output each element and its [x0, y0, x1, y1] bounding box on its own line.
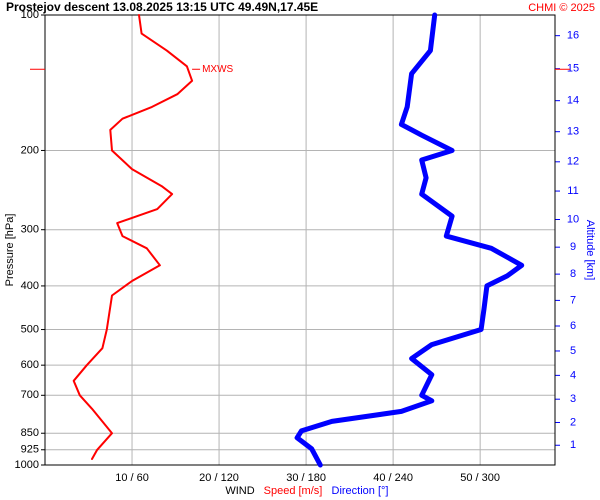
y-tick-label: 925 — [21, 444, 39, 456]
y-tick-label: 100 — [21, 9, 39, 21]
y2-tick-label: 16 — [567, 30, 579, 42]
legend-entry: Speed [m/s] — [264, 485, 323, 497]
data-line — [72, 14, 194, 460]
y2-tick-label: 4 — [570, 369, 576, 381]
y2-axis-label: Altitude [km] — [584, 220, 596, 281]
x-tick-label: 20 / 120 — [199, 472, 239, 484]
credit: CHMI © 2025 — [528, 2, 595, 14]
y-axis-label: Pressure [hPa] — [4, 214, 16, 287]
plot-frame — [44, 14, 556, 466]
y2-tick-label: 8 — [570, 268, 576, 280]
y2-tick-label: 7 — [570, 294, 576, 306]
x-tick-label: 50 / 300 — [460, 472, 500, 484]
y2-tick-label: 10 — [567, 213, 579, 225]
y2-tick-label: 9 — [570, 241, 576, 253]
annotation: MXWS — [202, 64, 233, 75]
x-tick-label: 40 / 240 — [373, 472, 413, 484]
y2-tick-label: 14 — [567, 95, 579, 107]
chart-title: Prostejov descent 13.08.2025 13:15 UTC 4… — [6, 0, 318, 14]
y-tick-label: 400 — [21, 280, 39, 292]
y2-tick-label: 2 — [570, 416, 576, 428]
y-tick-label: 700 — [21, 389, 39, 401]
legend-entry: Direction [°] — [332, 485, 389, 497]
y-tick-label: 850 — [21, 427, 39, 439]
y-tick-label: 500 — [21, 323, 39, 335]
y2-tick-label: 15 — [567, 63, 579, 75]
x-tick-label: 10 / 60 — [115, 472, 149, 484]
data-line — [294, 12, 525, 468]
y-tick-label: 1000 — [15, 459, 39, 471]
y2-tick-label: 13 — [567, 126, 579, 138]
x-tick-label: 30 / 180 — [286, 472, 326, 484]
y2-tick-label: 3 — [570, 393, 576, 405]
y2-tick-label: 5 — [570, 345, 576, 357]
y2-tick-label: 6 — [570, 320, 576, 332]
y-tick-label: 200 — [21, 144, 39, 156]
y-tick-label: 600 — [21, 359, 39, 371]
y2-tick-label: 12 — [567, 156, 579, 168]
y2-tick-label: 1 — [570, 439, 576, 451]
x-axis-label: WIND — [225, 485, 254, 497]
y2-tick-label: 11 — [567, 185, 578, 197]
y-tick-label: 300 — [21, 224, 39, 236]
